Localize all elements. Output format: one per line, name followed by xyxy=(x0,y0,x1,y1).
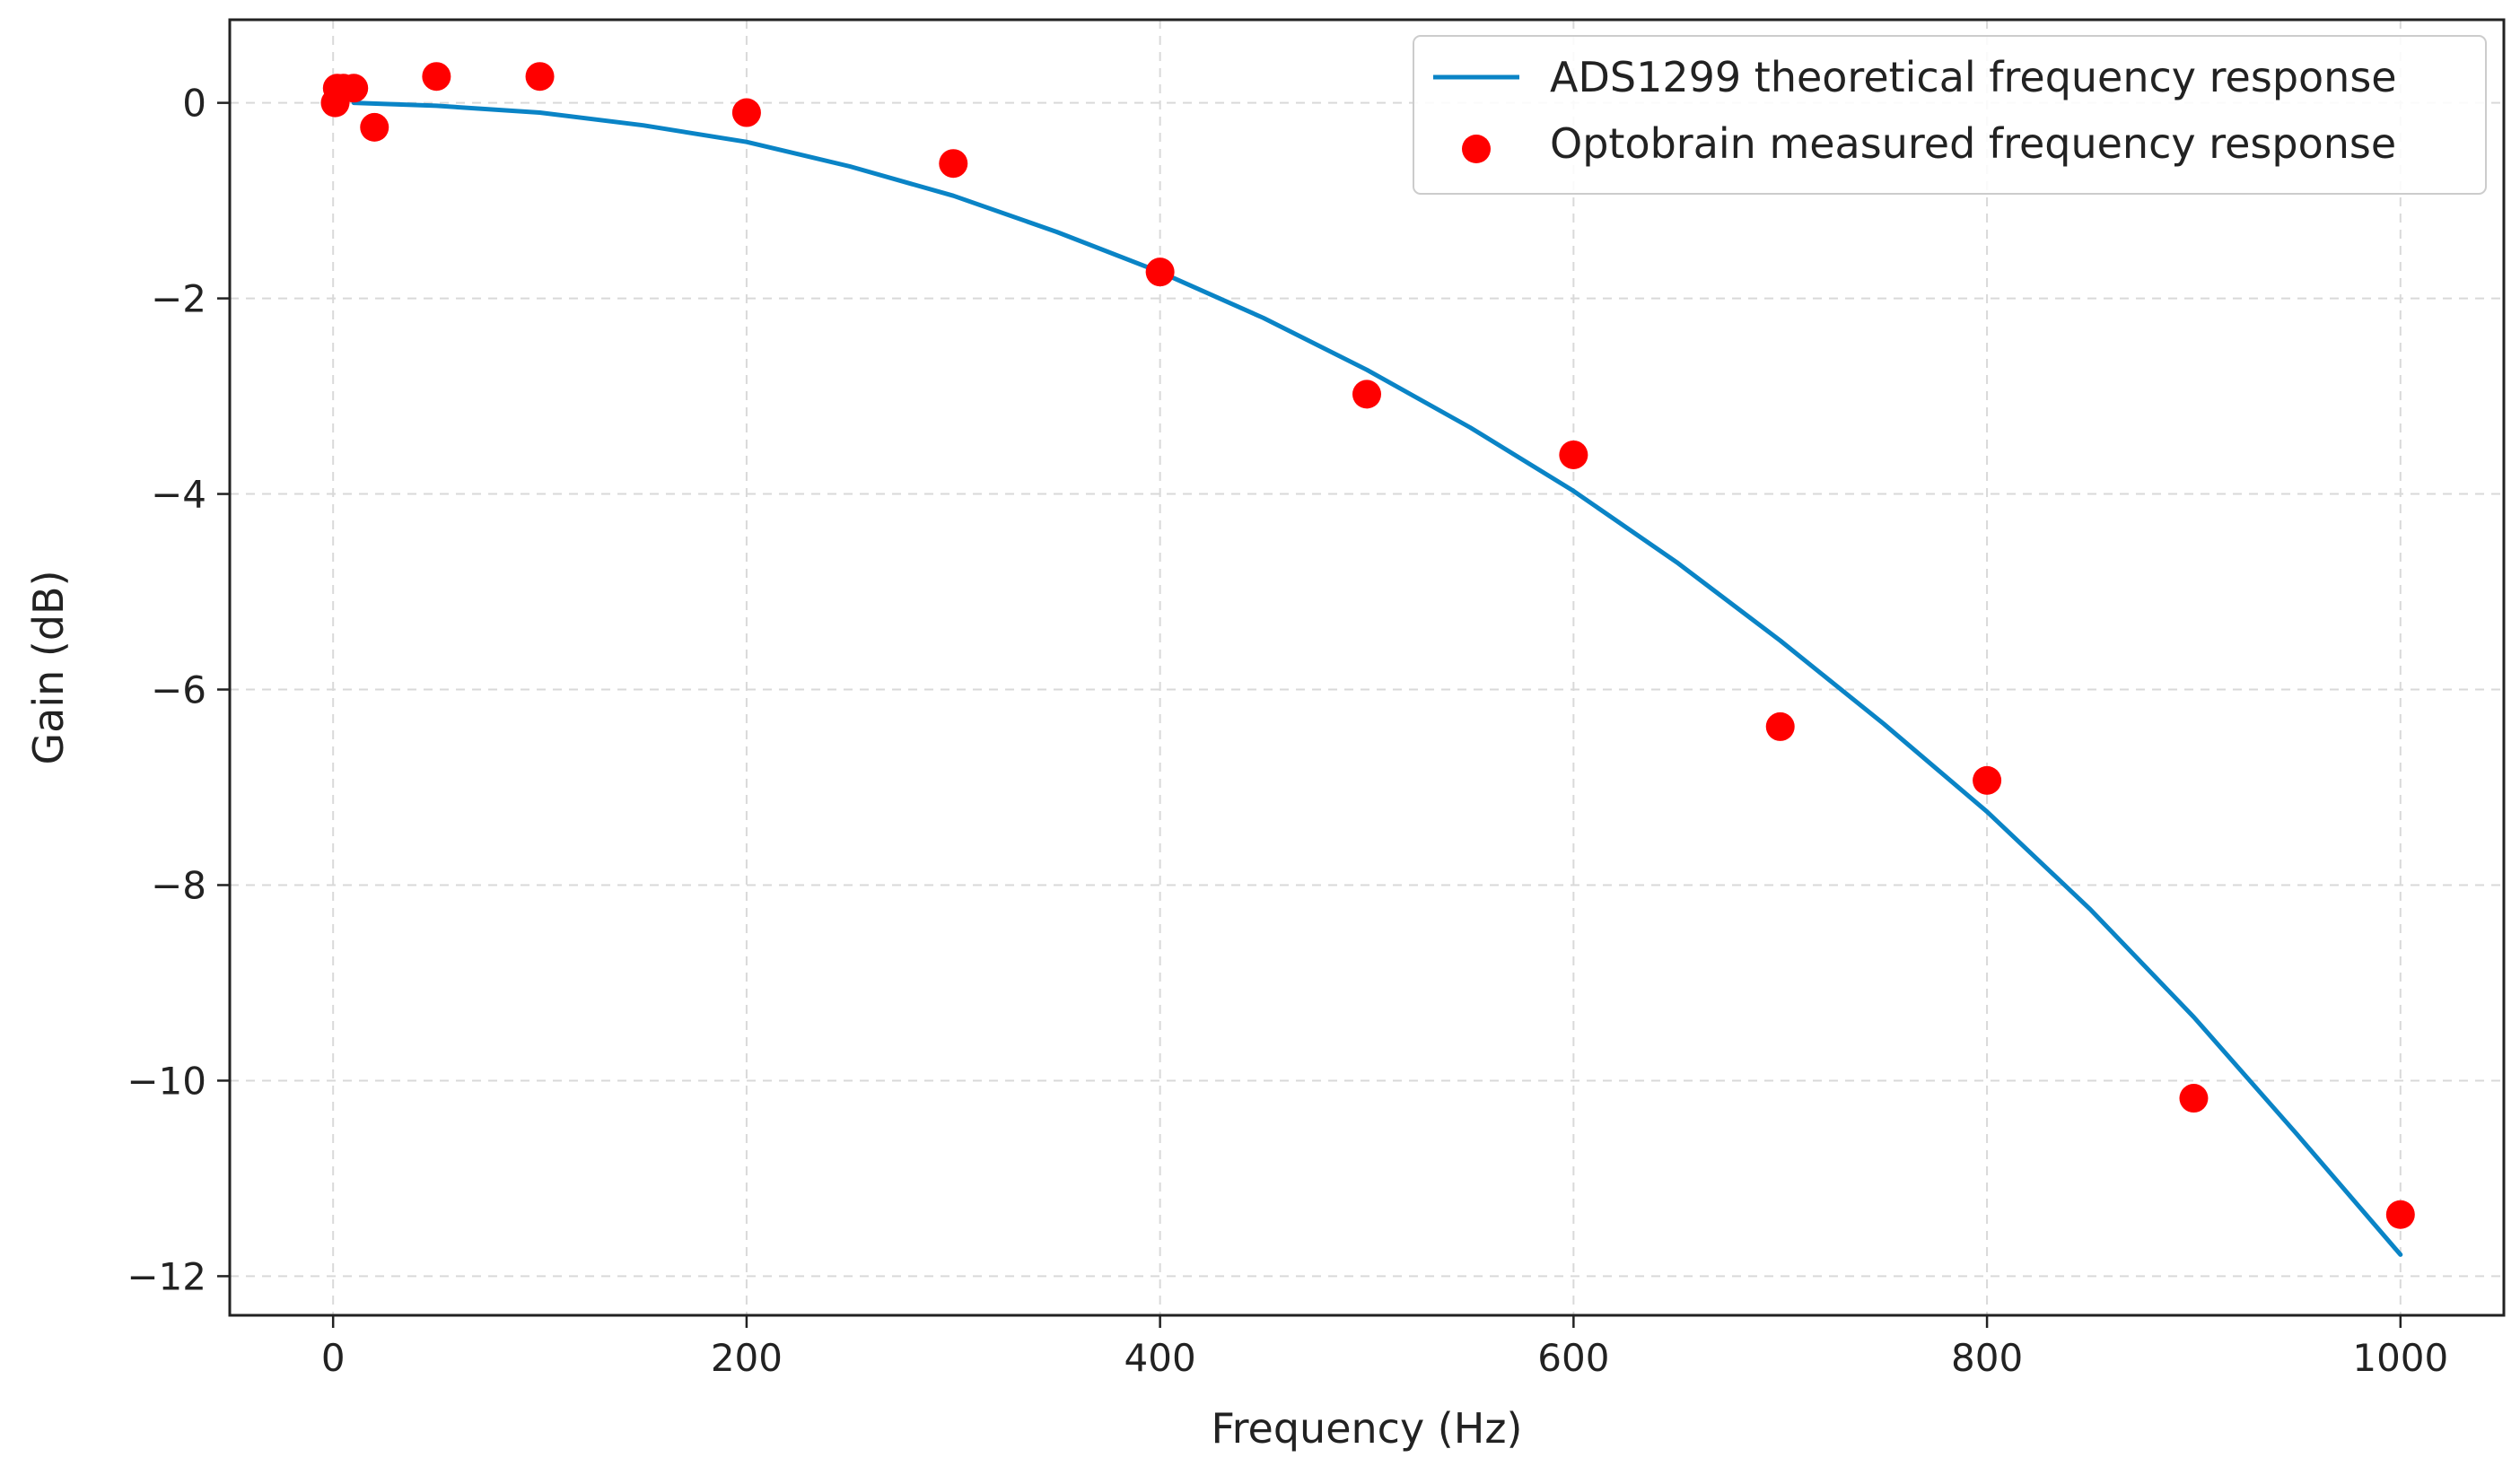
measured-point xyxy=(422,62,451,92)
x-tick-label: 400 xyxy=(1124,1336,1196,1380)
measured-point xyxy=(525,62,555,92)
theoretical-series xyxy=(351,100,2403,1257)
measured-point xyxy=(939,149,968,179)
y-tick-label: −8 xyxy=(151,863,206,907)
x-axis-title: Frequency (Hz) xyxy=(1212,1404,1523,1453)
legend: ADS1299 theoretical frequency response O… xyxy=(1413,35,2487,195)
theoretical-line xyxy=(351,100,2403,1257)
measured-point xyxy=(1145,257,1175,287)
measured-point xyxy=(1559,440,1588,469)
measured-point xyxy=(339,74,369,103)
x-tick-label: 600 xyxy=(1537,1336,1609,1380)
measured-point xyxy=(1352,380,1381,409)
legend-label-theoretical: ADS1299 theoretical frequency response xyxy=(1550,53,2397,101)
x-tick-label: 800 xyxy=(1951,1336,2023,1380)
y-tick-label: −12 xyxy=(127,1254,206,1298)
measured-point xyxy=(1765,711,1795,741)
x-tick-label: 0 xyxy=(321,1336,346,1380)
grid xyxy=(230,20,2504,1315)
measured-point xyxy=(1973,765,2002,795)
y-tick-label: −2 xyxy=(151,277,206,321)
measured-point xyxy=(360,112,389,142)
y-tick-label: 0 xyxy=(182,82,206,126)
legend-box xyxy=(1413,35,2487,195)
x-tick-label: 200 xyxy=(711,1336,783,1380)
legend-dot-swatch xyxy=(1462,135,1491,163)
y-tick-label: −6 xyxy=(151,668,206,712)
x-tick-label: 1000 xyxy=(2352,1336,2448,1380)
measured-point xyxy=(2179,1084,2209,1113)
plot-frame xyxy=(228,18,2506,1317)
y-tick-label: −10 xyxy=(127,1059,206,1103)
measured-point xyxy=(731,98,761,127)
y-tick-label: −4 xyxy=(151,473,206,517)
legend-label-measured: Optobrain measured frequency response xyxy=(1550,119,2396,168)
axis-ticks: 0 200 400 600 800 1000 0 −2 −4 −6 −8 −10 −12 xyxy=(127,82,2448,1380)
measured-point xyxy=(2385,1200,2415,1229)
measured-series xyxy=(320,62,2415,1229)
y-axis-title: Gain (dB) xyxy=(24,570,73,764)
